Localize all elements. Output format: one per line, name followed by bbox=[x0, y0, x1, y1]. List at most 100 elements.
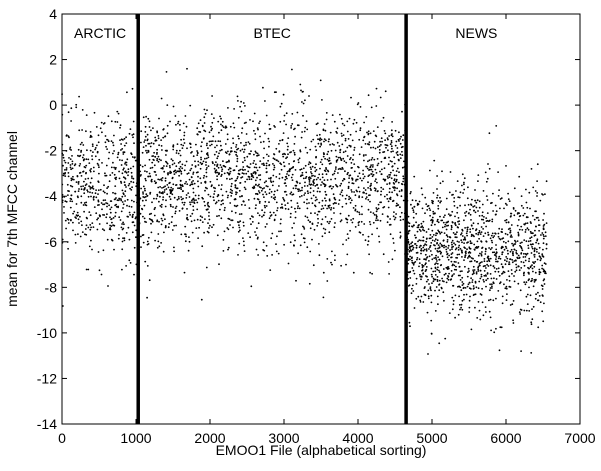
data-point bbox=[362, 177, 365, 180]
data-point bbox=[145, 199, 147, 202]
data-point bbox=[83, 210, 85, 213]
data-point bbox=[470, 233, 473, 236]
data-point bbox=[259, 174, 262, 176]
data-point bbox=[355, 130, 357, 133]
data-point bbox=[450, 260, 453, 263]
data-point bbox=[188, 196, 191, 198]
data-point bbox=[239, 168, 242, 171]
data-point bbox=[367, 133, 370, 136]
data-point bbox=[315, 196, 317, 199]
data-point bbox=[168, 222, 171, 225]
data-point bbox=[472, 270, 475, 273]
data-point bbox=[482, 228, 484, 230]
data-point bbox=[357, 224, 360, 227]
data-point bbox=[474, 189, 476, 191]
data-point bbox=[511, 252, 514, 255]
data-point bbox=[314, 175, 316, 178]
data-point bbox=[96, 162, 99, 165]
data-point bbox=[228, 159, 230, 162]
data-point bbox=[391, 160, 393, 163]
data-point bbox=[65, 200, 68, 203]
data-point bbox=[378, 145, 381, 148]
data-point bbox=[356, 210, 359, 213]
data-point bbox=[447, 266, 450, 268]
data-point bbox=[167, 186, 170, 189]
data-point bbox=[524, 222, 527, 225]
data-point bbox=[158, 144, 161, 147]
data-point bbox=[265, 180, 267, 183]
data-point bbox=[182, 197, 184, 200]
data-point bbox=[324, 190, 327, 193]
data-point bbox=[114, 215, 117, 218]
data-point bbox=[218, 263, 220, 266]
data-point bbox=[488, 310, 491, 313]
data-point bbox=[334, 149, 337, 152]
data-point bbox=[469, 240, 472, 243]
data-point bbox=[511, 259, 514, 261]
data-point bbox=[530, 252, 533, 254]
data-point bbox=[93, 206, 96, 209]
data-point bbox=[361, 179, 363, 182]
data-point bbox=[126, 198, 129, 201]
data-point bbox=[535, 241, 537, 244]
data-point bbox=[204, 218, 206, 221]
data-point bbox=[434, 270, 437, 273]
data-point bbox=[541, 253, 544, 256]
data-point bbox=[388, 174, 390, 176]
data-point bbox=[425, 269, 427, 271]
data-point bbox=[243, 144, 246, 147]
data-point bbox=[354, 204, 357, 207]
data-point bbox=[441, 226, 444, 229]
data-point bbox=[463, 236, 466, 239]
data-point bbox=[502, 266, 504, 269]
data-point bbox=[351, 139, 354, 142]
data-point bbox=[220, 203, 223, 206]
data-point bbox=[170, 158, 173, 161]
data-point bbox=[162, 186, 165, 189]
data-point bbox=[293, 143, 296, 145]
data-point bbox=[262, 214, 265, 217]
data-point bbox=[361, 196, 364, 199]
data-point bbox=[322, 271, 325, 274]
data-point bbox=[298, 157, 301, 160]
data-point bbox=[207, 147, 209, 150]
data-point bbox=[149, 193, 152, 195]
data-point bbox=[482, 279, 485, 281]
data-point bbox=[348, 181, 350, 184]
data-point bbox=[325, 199, 327, 202]
data-point bbox=[367, 94, 370, 97]
data-point bbox=[235, 153, 238, 156]
data-point bbox=[436, 194, 439, 197]
data-point bbox=[472, 288, 475, 290]
data-point bbox=[338, 145, 341, 147]
data-point bbox=[389, 218, 391, 220]
data-point bbox=[180, 186, 182, 189]
data-point bbox=[513, 248, 516, 251]
data-point bbox=[309, 250, 312, 253]
data-point bbox=[166, 162, 169, 165]
data-point bbox=[456, 240, 459, 243]
data-point bbox=[436, 268, 439, 271]
data-point bbox=[373, 213, 376, 216]
data-point bbox=[127, 226, 130, 229]
data-point bbox=[465, 252, 467, 255]
data-point bbox=[477, 265, 480, 268]
data-point bbox=[534, 229, 536, 232]
data-point bbox=[312, 194, 315, 197]
data-point bbox=[105, 174, 108, 177]
data-point bbox=[345, 202, 348, 205]
data-point bbox=[412, 269, 415, 272]
data-point bbox=[399, 153, 402, 156]
data-point bbox=[535, 248, 538, 251]
data-point bbox=[164, 205, 167, 208]
data-point bbox=[523, 239, 526, 242]
data-point bbox=[415, 236, 417, 239]
x-tick-label: 2000 bbox=[194, 430, 225, 446]
data-point bbox=[142, 193, 145, 195]
data-point bbox=[447, 276, 450, 278]
data-point bbox=[179, 169, 182, 172]
data-point bbox=[70, 149, 72, 151]
data-point bbox=[425, 244, 428, 246]
data-point bbox=[227, 246, 230, 249]
data-point bbox=[122, 151, 125, 154]
